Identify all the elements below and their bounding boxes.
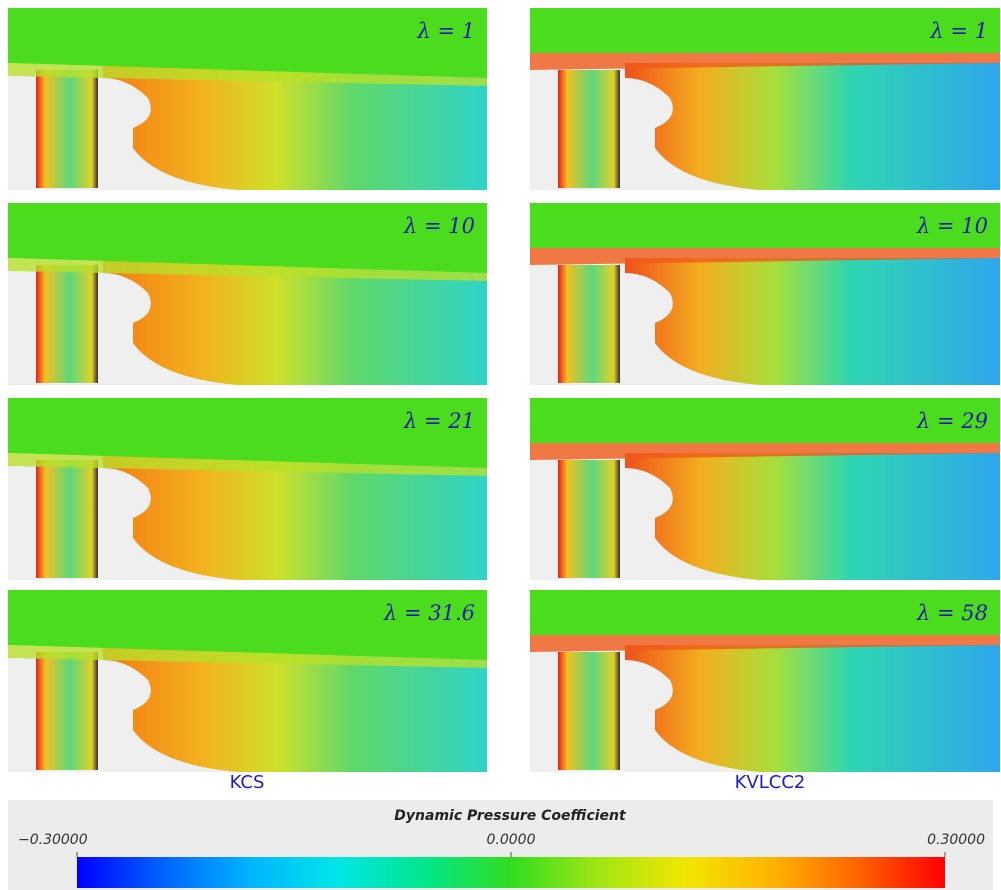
figure: λ = 1 λ = 1 λ = 10 λ = 10 λ = 21 λ = 29 λ = 31… <box>0 0 1001 890</box>
column-label: KVLCC2 <box>735 772 806 793</box>
contour-panel: λ = 58 <box>530 590 1000 772</box>
rudder-blade <box>558 70 620 188</box>
panels: λ = 1 λ = 1 λ = 10 λ = 10 λ = 21 λ = 29 λ = 31… <box>8 8 1000 772</box>
panel-label: λ = 1 <box>929 19 988 43</box>
contour-panel: λ = 21 <box>8 398 487 580</box>
contour-panel: λ = 29 <box>530 398 1000 580</box>
rudder-blade <box>36 460 98 578</box>
rudder-blade <box>36 652 98 770</box>
contour-panel: λ = 1 <box>8 8 487 190</box>
contour-panel: λ = 1 <box>530 8 1000 190</box>
panel-label: λ = 21 <box>403 409 475 433</box>
rudder-blade <box>558 652 620 770</box>
rudder-blade <box>558 265 620 383</box>
panel-label: λ = 29 <box>916 409 988 433</box>
contour-panel: λ = 10 <box>530 203 1000 385</box>
column-label: KCS <box>230 772 265 793</box>
panel-label: λ = 31.6 <box>383 601 475 625</box>
panel-label: λ = 1 <box>416 19 475 43</box>
rudder-blade <box>36 70 98 188</box>
colorbar <box>77 857 945 888</box>
rudder-blade <box>558 460 620 578</box>
contour-panel: λ = 10 <box>8 203 487 385</box>
colorbar-tick-label: −0.30000 <box>18 832 88 848</box>
colorbar-title: Dynamic Pressure Coefficient <box>394 808 627 824</box>
colorbar-tick-label: 0.30000 <box>927 832 985 848</box>
contour-panel: λ = 31.6 <box>8 590 487 772</box>
panel-label: λ = 10 <box>403 214 475 238</box>
colorbar-tick-label: 0.0000 <box>487 832 536 848</box>
panel-label: λ = 58 <box>916 601 988 625</box>
panel-label: λ = 10 <box>916 214 988 238</box>
rudder-blade <box>36 265 98 383</box>
